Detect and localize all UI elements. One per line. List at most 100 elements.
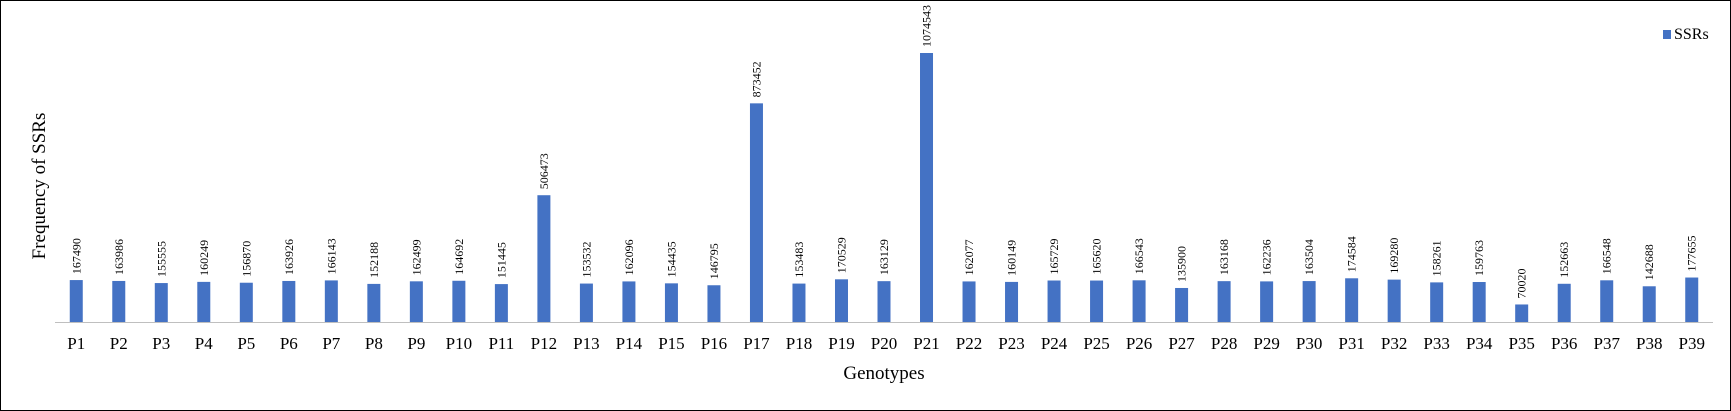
data-label-p31: 174584 — [1345, 236, 1359, 272]
x-tick-p28: P28 — [1211, 334, 1237, 353]
x-tick-p39: P39 — [1679, 334, 1705, 353]
data-label-p32: 169280 — [1387, 238, 1401, 274]
data-label-p3: 155555 — [154, 241, 168, 277]
bar-p18 — [792, 283, 806, 322]
x-tick-p37: P37 — [1593, 334, 1620, 353]
bar-p17 — [749, 103, 763, 322]
bar-p7 — [324, 280, 338, 322]
data-label-p13: 153532 — [579, 242, 593, 278]
bar-p38 — [1642, 286, 1656, 322]
data-label-p21: 1074543 — [920, 5, 934, 47]
x-tick-p34: P34 — [1466, 334, 1493, 353]
bar-p34 — [1472, 282, 1486, 322]
bar-p11 — [494, 284, 508, 322]
x-tick-p17: P17 — [743, 334, 770, 353]
data-label-p2: 163986 — [112, 239, 126, 275]
data-label-p5: 156870 — [239, 241, 253, 277]
x-tick-p33: P33 — [1423, 334, 1449, 353]
y-axis-title: Frequency of SSRs — [29, 113, 50, 260]
data-label-p36: 152663 — [1557, 242, 1571, 278]
data-label-p1: 167490 — [69, 238, 83, 274]
x-tick-p1: P1 — [67, 334, 85, 353]
data-label-p7: 166143 — [324, 238, 338, 274]
x-tick-p16: P16 — [701, 334, 727, 353]
x-tick-p4: P4 — [195, 334, 213, 353]
bar-p29 — [1260, 281, 1274, 322]
x-tick-p6: P6 — [280, 334, 298, 353]
bar-p4 — [197, 281, 211, 322]
bar-p2 — [112, 280, 126, 322]
bar-p20 — [877, 281, 891, 322]
bar-p1 — [69, 280, 83, 322]
x-tick-p23: P23 — [998, 334, 1024, 353]
x-tick-p25: P25 — [1083, 334, 1109, 353]
bar-p21 — [920, 53, 934, 322]
data-label-p37: 166548 — [1600, 238, 1614, 274]
bar-p19 — [834, 279, 848, 322]
legend: SSRs — [1663, 26, 1709, 43]
x-tick-p20: P20 — [871, 334, 897, 353]
bar-p30 — [1302, 281, 1316, 322]
data-label-p35: 70020 — [1515, 268, 1529, 298]
bar-p6 — [282, 280, 296, 322]
x-tick-p27: P27 — [1168, 334, 1195, 353]
bar-p15 — [664, 283, 678, 322]
bar-p14 — [622, 281, 636, 322]
data-label-p15: 154435 — [664, 241, 678, 277]
bar-p12 — [537, 195, 551, 322]
bar-p32 — [1387, 279, 1401, 322]
data-label-p26: 166543 — [1132, 238, 1146, 274]
data-label-p17: 873452 — [749, 61, 763, 97]
x-tick-p12: P12 — [531, 334, 557, 353]
data-labels-layer: 167490 163986 155555 160249 156870 163926 1661… — [69, 5, 1698, 298]
bar-p37 — [1600, 280, 1614, 322]
bar-p36 — [1557, 283, 1571, 322]
bar-p31 — [1345, 278, 1359, 322]
data-label-p12: 506473 — [537, 153, 551, 189]
data-label-p16: 146795 — [707, 243, 721, 279]
x-tick-p32: P32 — [1381, 334, 1407, 353]
bar-p8 — [367, 283, 381, 322]
bar-p28 — [1217, 281, 1231, 322]
x-tick-p3: P3 — [152, 334, 170, 353]
data-label-p23: 160149 — [1005, 240, 1019, 276]
x-tick-p2: P2 — [110, 334, 128, 353]
x-tick-p15: P15 — [658, 334, 684, 353]
x-tick-p9: P9 — [407, 334, 425, 353]
data-label-p29: 162236 — [1260, 239, 1274, 275]
x-tick-p31: P31 — [1338, 334, 1364, 353]
x-tick-p7: P7 — [322, 334, 340, 353]
x-tick-p11: P11 — [488, 334, 514, 353]
data-label-p33: 158261 — [1430, 240, 1444, 276]
x-tick-p19: P19 — [828, 334, 854, 353]
x-tick-p13: P13 — [573, 334, 599, 353]
bar-p26 — [1132, 280, 1146, 322]
data-label-p11: 151445 — [494, 242, 508, 278]
bar-p9 — [409, 281, 423, 322]
x-tick-p21: P21 — [913, 334, 939, 353]
data-label-p19: 170529 — [834, 237, 848, 273]
data-label-p38: 142688 — [1642, 244, 1656, 280]
data-label-p8: 152188 — [367, 242, 381, 278]
data-label-p9: 162499 — [409, 239, 423, 275]
data-label-p4: 160249 — [197, 240, 211, 276]
x-tick-p38: P38 — [1636, 334, 1662, 353]
bar-p24 — [1047, 280, 1061, 322]
data-label-p20: 163129 — [877, 239, 891, 275]
legend-swatch — [1663, 30, 1671, 39]
bar-p22 — [962, 281, 976, 322]
bar-p13 — [579, 283, 593, 322]
x-tick-p22: P22 — [956, 334, 982, 353]
bars-layer — [69, 53, 1699, 322]
data-label-p18: 153483 — [792, 242, 806, 278]
bar-p16 — [707, 285, 721, 322]
bar-p33 — [1430, 282, 1444, 322]
bar-p35 — [1515, 304, 1529, 322]
data-label-p22: 162077 — [962, 239, 976, 275]
data-label-p24: 165729 — [1047, 239, 1061, 275]
x-tick-p24: P24 — [1041, 334, 1068, 353]
data-label-p10: 164692 — [452, 239, 466, 275]
x-tick-p26: P26 — [1126, 334, 1152, 353]
